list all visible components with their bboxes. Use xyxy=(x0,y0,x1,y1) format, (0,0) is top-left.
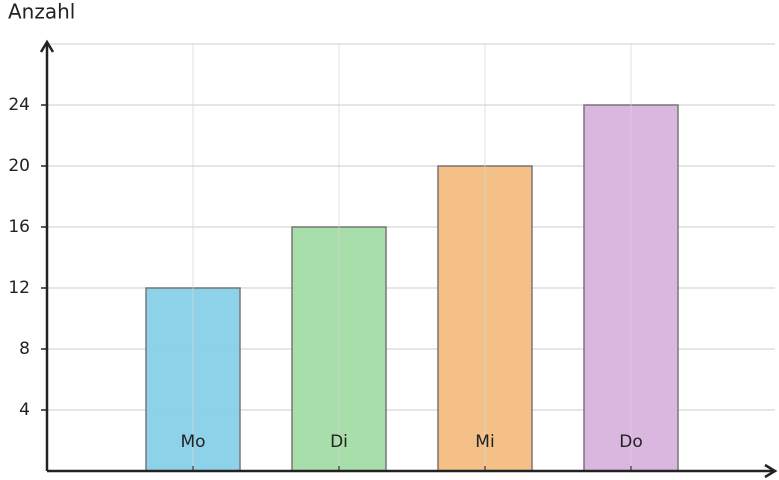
x-axis-arrow xyxy=(764,463,778,479)
y-tick-label: 16 xyxy=(8,217,30,237)
x-tick-label: Do xyxy=(619,432,643,452)
y-axis-label: Anzahl xyxy=(8,0,75,24)
y-tick-label: 24 xyxy=(8,95,30,115)
y-tick-label: 12 xyxy=(8,278,30,298)
x-tick-label: Mo xyxy=(180,432,205,452)
y-tick-label: 20 xyxy=(8,156,30,176)
x-tick-label: Di xyxy=(330,432,348,452)
y-axis-arrow xyxy=(39,39,55,53)
x-tick-label: Mi xyxy=(475,432,494,452)
y-tick-label: 4 xyxy=(19,400,30,420)
y-tick-label: 8 xyxy=(19,339,30,359)
